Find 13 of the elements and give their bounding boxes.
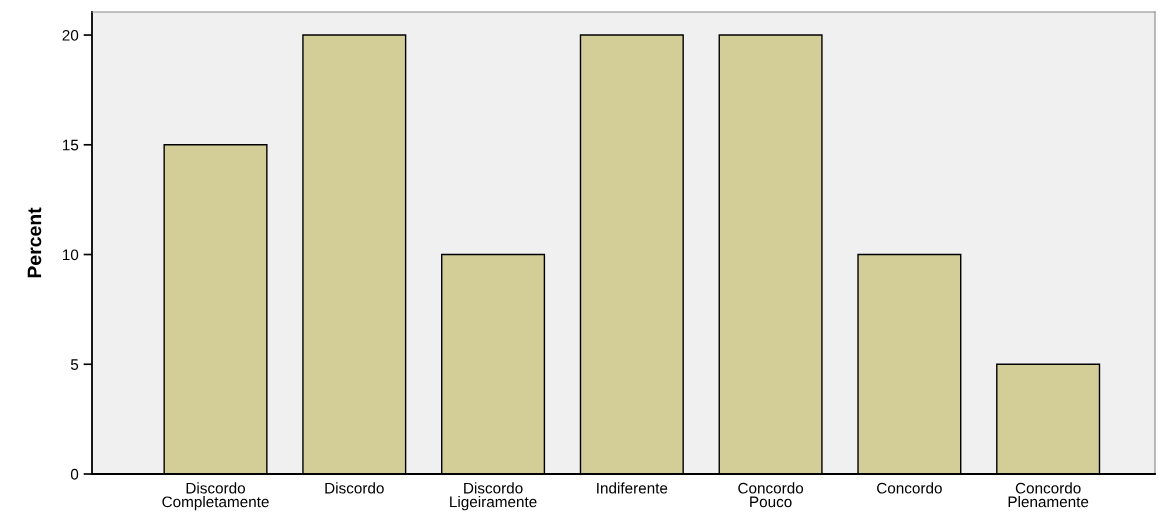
y-tick-label: 15 bbox=[62, 139, 79, 151]
y-axis-title: Percent bbox=[27, 207, 42, 278]
y-tick-label: 10 bbox=[62, 249, 79, 261]
x-tick-label: Discordo Ligeiramente bbox=[450, 482, 537, 511]
x-tick-label: Concordo bbox=[877, 482, 942, 494]
x-tick-label: Indiferente bbox=[597, 482, 668, 494]
y-tick-label: 5 bbox=[70, 359, 79, 370]
x-tick-label: Discordo Completamente bbox=[162, 482, 269, 511]
x-tick-label: Concordo Pouco bbox=[738, 482, 804, 508]
x-tick-label: Concordo Plenamente bbox=[1008, 482, 1089, 508]
y-tick-label: 20 bbox=[62, 29, 79, 41]
y-tick-label: 0 bbox=[70, 468, 79, 480]
x-tick-label: Discordo bbox=[325, 482, 384, 494]
